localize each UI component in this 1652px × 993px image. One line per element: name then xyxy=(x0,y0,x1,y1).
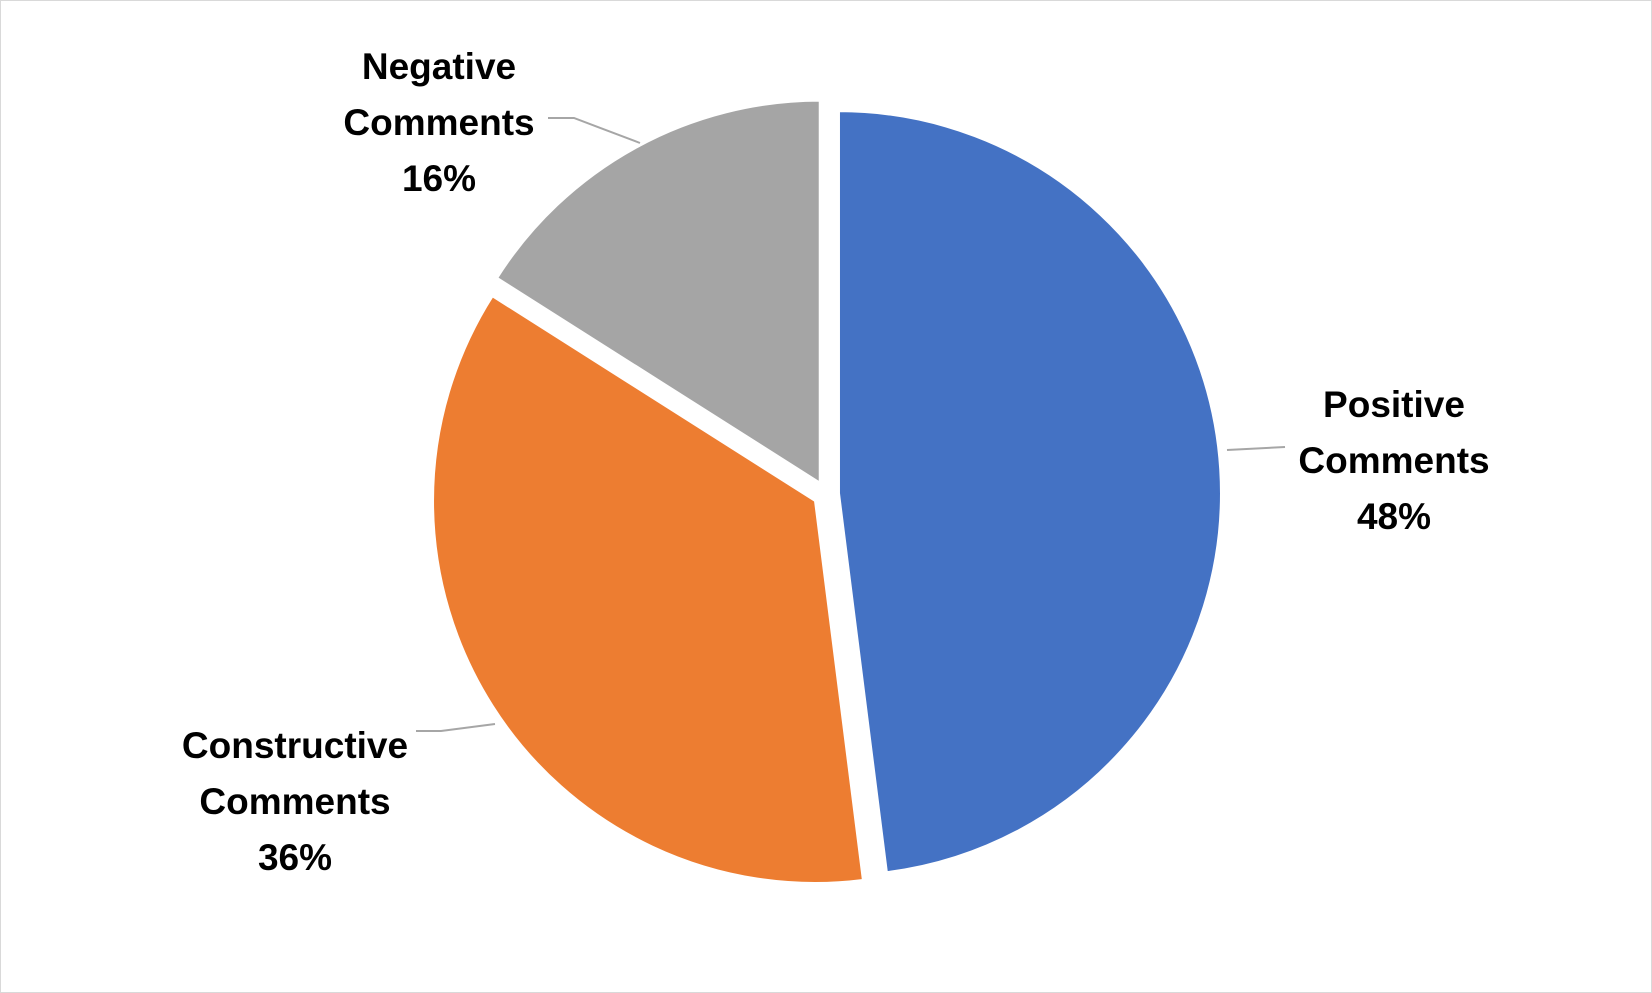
category-name: Positive Comments xyxy=(1298,384,1490,481)
leader-line xyxy=(416,723,496,732)
data-label: Positive Comments 48% xyxy=(1259,377,1529,545)
data-label: Negative Comments 16% xyxy=(304,39,574,207)
leader-line xyxy=(1226,446,1286,451)
pie-slice xyxy=(495,99,821,485)
data-label: Constructive Comments 36% xyxy=(160,718,430,886)
pie-slice xyxy=(432,294,865,884)
value-label: 36% xyxy=(257,837,333,878)
value-label: 48% xyxy=(1356,496,1432,537)
value-label: 16% xyxy=(401,158,477,199)
category-name: Negative Comments xyxy=(343,46,535,143)
leader-line xyxy=(548,117,641,144)
pie-slice xyxy=(837,110,1222,874)
category-name: Constructive Comments xyxy=(181,725,409,822)
